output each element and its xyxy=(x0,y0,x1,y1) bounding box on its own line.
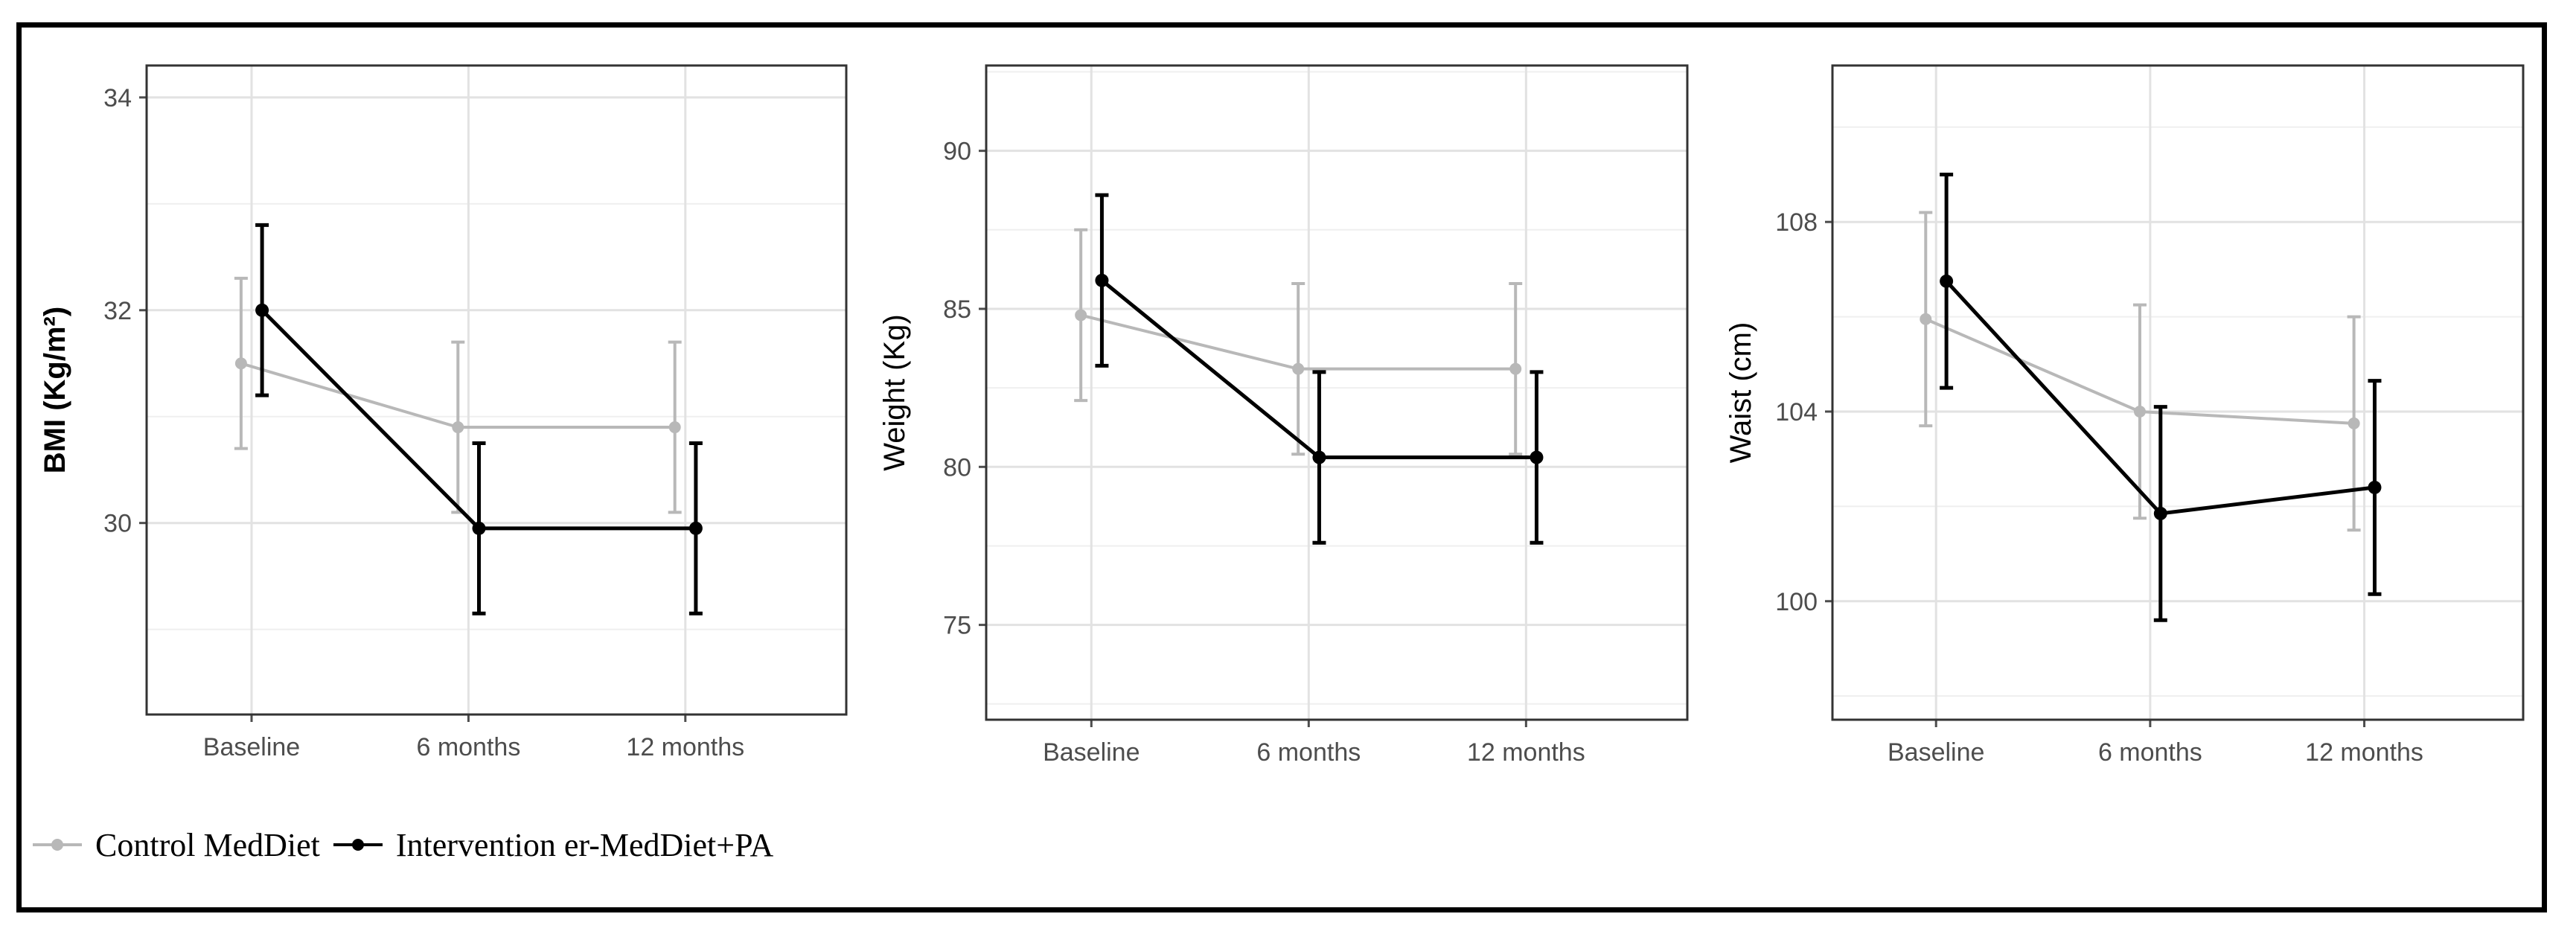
legend-key-control xyxy=(33,830,82,860)
y-tick-label: 80 xyxy=(943,453,971,482)
plot-border-1 xyxy=(145,64,848,716)
data-point-intervention xyxy=(472,521,486,535)
legend-key-intervention xyxy=(333,830,383,860)
data-point-control xyxy=(1509,362,1522,375)
y-tick-label: 108 xyxy=(1775,208,1818,237)
y-tick-label: 90 xyxy=(943,138,971,166)
x-tick-label: Baseline xyxy=(1043,738,1140,767)
data-point-control xyxy=(1920,313,1932,325)
y-tick-label: 32 xyxy=(103,297,132,325)
y-tick-label: 75 xyxy=(943,612,971,640)
data-point-intervention xyxy=(2153,506,2167,520)
y-axis-title: BMI (Kg/m²) xyxy=(39,307,71,473)
plot-background-2 xyxy=(986,65,1687,720)
data-point-intervention xyxy=(1940,274,1954,288)
y-tick-label: 34 xyxy=(103,84,132,112)
x-tick-label: Baseline xyxy=(203,733,300,761)
data-point-control xyxy=(2133,405,2146,418)
y-tick-label: 104 xyxy=(1775,398,1818,426)
x-tick-label: 12 months xyxy=(1467,738,1585,767)
data-point-control xyxy=(452,421,464,434)
x-tick-label: 6 months xyxy=(1256,738,1361,767)
y-tick-label: 100 xyxy=(1775,588,1818,616)
data-point-intervention xyxy=(688,521,703,535)
data-point-intervention xyxy=(255,303,269,317)
data-point-control xyxy=(234,357,247,370)
y-axis-title: Weight (Kg) xyxy=(878,314,911,470)
legend-item-control: Control MedDiet xyxy=(33,826,320,864)
data-point-control xyxy=(668,421,681,434)
legend-label-intervention: Intervention er-MedDiet+PA xyxy=(395,826,774,863)
x-tick-label: 12 months xyxy=(2305,738,2423,767)
legend: Control MedDiet Intervention er-MedDiet+… xyxy=(33,819,787,871)
data-point-control xyxy=(1075,309,1087,322)
y-axis-title: Waist (cm) xyxy=(1725,322,1757,464)
plot-border-3 xyxy=(1831,64,2525,721)
data-point-control xyxy=(2348,417,2360,429)
data-point-intervention xyxy=(1312,450,1326,464)
data-point-intervention xyxy=(1095,273,1109,287)
y-tick-label: 30 xyxy=(103,510,132,538)
legend-label-control: Control MedDiet xyxy=(95,826,320,863)
x-tick-label: 6 months xyxy=(2098,738,2202,767)
x-tick-label: 6 months xyxy=(416,733,520,761)
legend-item-intervention: Intervention er-MedDiet+PA xyxy=(333,826,773,864)
x-tick-label: 12 months xyxy=(626,733,744,761)
plot-border-2 xyxy=(985,64,1689,721)
y-tick-label: 85 xyxy=(943,295,971,324)
data-point-control xyxy=(1292,362,1305,375)
x-tick-label: Baseline xyxy=(1888,738,1984,767)
data-point-intervention xyxy=(2368,480,2382,494)
data-point-intervention xyxy=(1530,450,1544,464)
